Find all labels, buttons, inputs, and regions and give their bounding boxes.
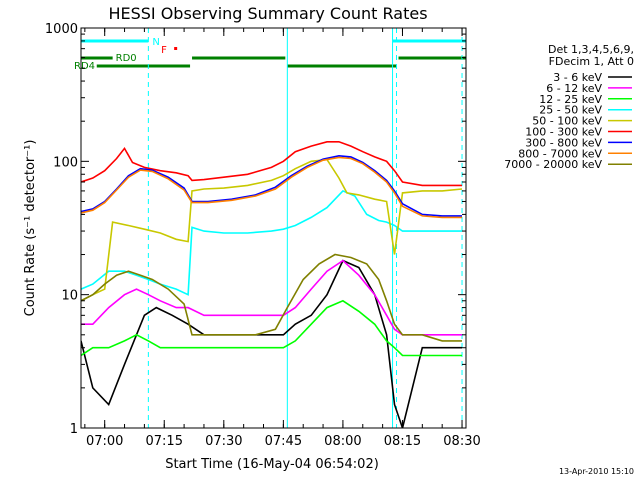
chart-title: HESSI Observing Summary Count Rates <box>108 4 427 23</box>
series-line-8 <box>81 253 462 342</box>
x-tick-label: 08:15 <box>384 434 421 449</box>
x-tick-label: 07:30 <box>205 434 242 449</box>
legend-header-line-2: FDecim 1, Att 0 <box>549 55 634 68</box>
x-axis-ticks: 07:00 07:15 07:30 07:45 08:00 08:15 08:30 <box>84 28 481 449</box>
flare-flag-mark <box>174 47 178 50</box>
legend-entry-label: 50 - 100 keV <box>532 115 602 128</box>
footer-date: 13-Apr-2010 15:10 <box>559 467 634 476</box>
x-tick-label: 07:45 <box>265 434 302 449</box>
y-tick-label: 10 <box>61 289 78 304</box>
y-tick-label: 1000 <box>45 22 78 37</box>
x-tick-label: 08:30 <box>443 434 480 449</box>
x-tick-label: 07:15 <box>146 434 183 449</box>
legend-header-line-1: Det 1,3,4,5,6,9, <box>548 43 634 56</box>
legend-entry-label: 6 - 12 keV <box>546 82 602 95</box>
legend-entry-label: 7000 - 20000 keV <box>504 158 602 171</box>
flare-flag-label: F <box>161 45 167 56</box>
series-lines <box>81 141 463 428</box>
x-tick-label: 08:00 <box>324 434 361 449</box>
y-tick-label: 100 <box>53 155 78 170</box>
plot-frame <box>80 27 467 429</box>
legend-entry-label: 800 - 7000 keV <box>518 147 602 160</box>
series-line-3 <box>81 189 462 296</box>
night-flag-label: N <box>152 37 159 48</box>
legend-entry-label: 3 - 6 keV <box>553 71 602 84</box>
instrument-flags: NF RD0 RD4 <box>74 37 466 72</box>
y-tick-label: 1 <box>70 422 78 437</box>
legend: Det 1,3,4,5,6,9, FDecim 1, Att 0 3 - 6 k… <box>504 43 634 171</box>
series-line-7 <box>81 156 462 219</box>
legend-entry-label: 25 - 50 keV <box>539 104 602 117</box>
y-axis-ticks: 1 10 100 1000 <box>45 22 466 437</box>
x-tick-label: 07:00 <box>86 434 123 449</box>
series-line-0 <box>81 259 462 428</box>
series-line-2 <box>81 299 462 357</box>
series-line-6 <box>81 154 462 217</box>
y-axis-label: Count Rate (s⁻¹ detector⁻¹) <box>23 140 38 317</box>
rd0-flag-label: RD0 <box>116 53 137 64</box>
x-axis-label: Start Time (16-May-04 06:54:02) <box>165 457 379 472</box>
series-line-5 <box>81 141 462 187</box>
legend-entry-label: 12 - 25 keV <box>539 93 602 106</box>
series-line-4 <box>81 158 463 302</box>
rd4-flag-label: RD4 <box>74 61 95 72</box>
legend-entry-label: 100 - 300 keV <box>525 126 602 139</box>
legend-entry-label: 300 - 800 keV <box>525 136 602 149</box>
series-line-1 <box>81 259 462 336</box>
